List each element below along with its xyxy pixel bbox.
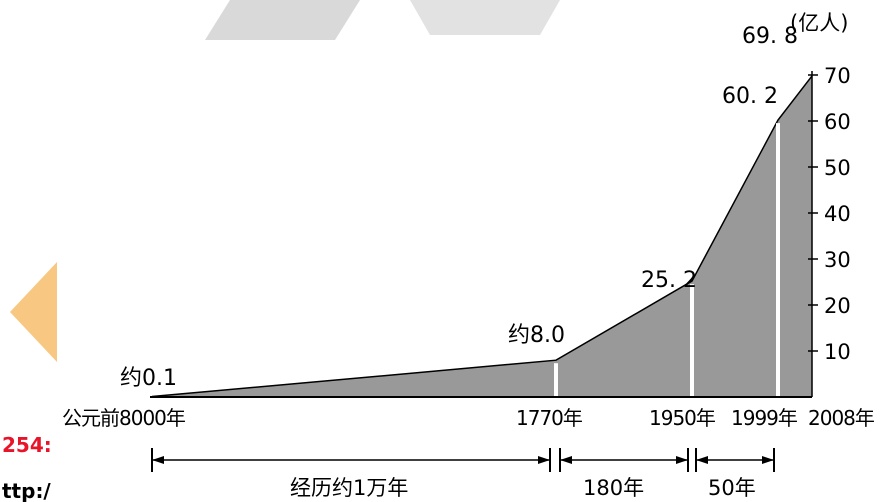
interval-label: 50年 <box>708 476 756 500</box>
y-tick-label: 50 <box>824 156 851 180</box>
interval-arrow-right <box>762 456 774 464</box>
y-tick-label: 30 <box>824 248 851 272</box>
watermark-fragment-1: 254: <box>2 433 52 457</box>
point-value-label: 25. 2 <box>641 268 697 293</box>
interval-arrow-right <box>538 456 550 464</box>
population-area <box>152 75 812 398</box>
y-tick-label: 40 <box>824 202 851 226</box>
x-tick-label: 2008年 <box>808 406 875 430</box>
y-tick-label: 60 <box>824 110 851 134</box>
point-value-label: 约0.1 <box>120 366 177 391</box>
x-tick-label: 公元前8000年 <box>62 406 186 430</box>
point-value-label: 约8.0 <box>508 323 565 348</box>
interval-label: 180年 <box>583 476 644 500</box>
interval-bracket: 经历约1万年 <box>152 456 550 500</box>
interval-arrow-right <box>676 456 688 464</box>
y-tick-label: 20 <box>824 294 851 318</box>
x-tick-label: 1950年 <box>649 406 716 430</box>
watermark-top-shape-2 <box>410 0 560 35</box>
interval-bracket: 180年 <box>560 456 688 500</box>
interval-arrow-left <box>560 456 572 464</box>
watermark-top-shape <box>205 0 360 40</box>
watermark-fragment-2: ttp:/ <box>2 479 51 502</box>
watermark-logo-shape <box>10 262 57 362</box>
x-tick-label: 1770年 <box>516 406 583 430</box>
population-line <box>151 75 813 398</box>
watermark: 254: ttp:/ <box>2 0 560 502</box>
interval-arrow-left <box>696 456 708 464</box>
y-tick-label: 70 <box>824 64 851 88</box>
interval-arrow-left <box>152 456 164 464</box>
y-tick-label: 10 <box>824 340 851 364</box>
interval-bracket: 50年 <box>696 456 774 500</box>
y-unit-label: (亿人) <box>790 11 848 35</box>
interval-label: 经历约1万年 <box>290 476 408 500</box>
x-tick-label: 1999年 <box>731 406 798 430</box>
point-value-label: 60. 2 <box>722 84 778 109</box>
point-value-label: 69. 8 <box>742 24 798 49</box>
